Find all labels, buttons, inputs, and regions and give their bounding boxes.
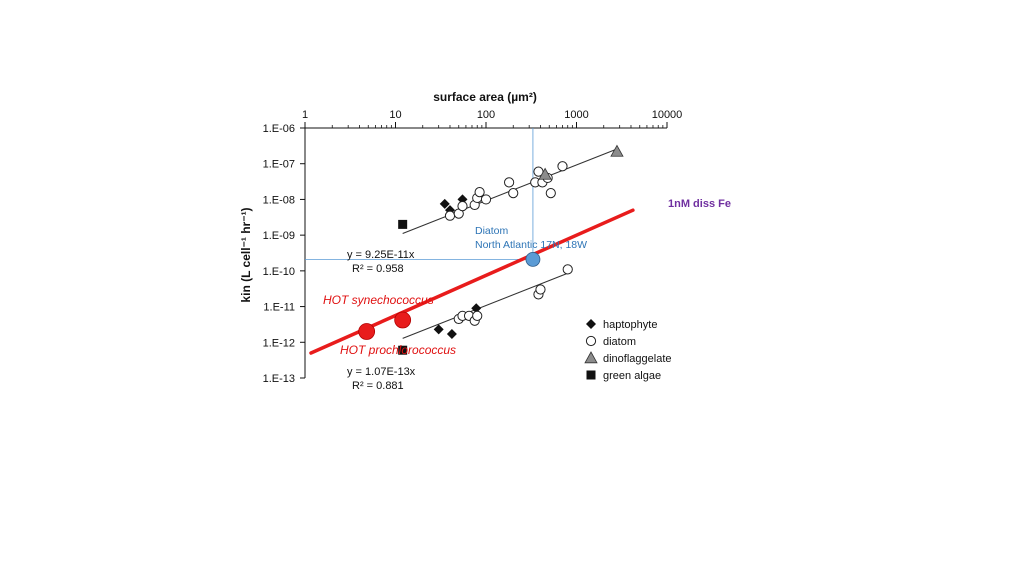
legend-marker-haptophyte	[586, 319, 596, 329]
x-tick-label: 10000	[652, 109, 683, 121]
x-tick-label: 1	[302, 109, 308, 121]
data-points	[398, 144, 624, 355]
hot-synechococcus-point	[394, 311, 412, 329]
dinoflaggelate-point	[538, 167, 552, 180]
y-tick-label: 1.E-07	[263, 159, 295, 171]
legend-label-diatom: diatom	[603, 336, 636, 348]
fit-r2-lower: R² = 0.881	[352, 380, 404, 392]
hot-synechococcus-label: HOT synechococcus	[323, 293, 434, 307]
fe-line-label: 1nM diss Fe	[668, 198, 731, 210]
y-tick-label: 1.E-09	[263, 230, 295, 242]
diatom-label-line2: North Atlantic 17N, 18W	[475, 239, 587, 251]
diatom-north-atlantic-point	[525, 251, 541, 267]
hot-prochlorococcus-point	[358, 323, 376, 340]
y-tick-label: 1.E-12	[263, 337, 295, 349]
fit-r2-upper: R² = 0.958	[352, 263, 404, 275]
y-tick-label: 1.E-06	[263, 123, 295, 135]
x-axis-title: surface area (µm²)	[433, 90, 537, 104]
legend-label-dinoflaggelate: dinoflaggelate	[603, 353, 672, 365]
x-ticks: 1 10 100 1000 10000	[302, 109, 682, 128]
diatom-point	[557, 161, 568, 172]
diatom-point	[472, 310, 483, 321]
y-ticks: 1.E-13 1.E-12 1.E-11 1.E-10 1.E-09 1.E-08 1.E-…	[263, 123, 305, 385]
fit-line-lower	[402, 272, 568, 339]
legend: haptophyte diatom dinoflaggelate green alga…	[584, 319, 672, 382]
legend-marker-diatom	[585, 335, 597, 347]
legend-label-haptophyte: haptophyte	[603, 319, 657, 331]
legend-label-green_algae: green algae	[603, 370, 661, 382]
diatom-guide-lines	[305, 128, 534, 260]
haptophyte-point	[471, 303, 482, 314]
dinoflaggelate-point	[610, 144, 624, 157]
x-tick-label: 1000	[564, 109, 588, 121]
x-tick-label: 10	[389, 109, 401, 121]
diatom-point	[474, 187, 485, 198]
legend-marker-green_algae	[586, 370, 596, 380]
diatom-point	[457, 201, 468, 212]
x-tick-label: 100	[477, 109, 495, 121]
haptophyte-point	[446, 329, 457, 340]
haptophyte-point	[433, 324, 444, 335]
diatom-point	[508, 188, 519, 199]
hot-prochlorococcus-label: HOT prochlorococcus	[340, 343, 456, 357]
y-axis-title: kin (L cell⁻¹ hr⁻¹)	[239, 207, 253, 302]
y-tick-label: 1.E-13	[263, 373, 295, 385]
diatom-point	[444, 210, 456, 221]
y-tick-label: 1.E-10	[263, 266, 295, 278]
diatom-point	[480, 194, 492, 205]
haptophyte-point	[439, 198, 450, 209]
y-tick-label: 1.E-08	[263, 194, 295, 206]
y-tick-label: 1.E-11	[263, 302, 295, 314]
diatom-point	[535, 284, 546, 295]
green_algae-point	[398, 345, 408, 355]
fit-equation-lower: y = 1.07E-13x	[347, 366, 416, 378]
diatom-point	[545, 188, 556, 199]
overlay	[309, 208, 635, 355]
green_algae-point	[398, 219, 408, 229]
fit-equation-upper: y = 9.25E-11x	[347, 249, 415, 261]
diatom-label-line1: Diatom	[475, 225, 509, 237]
diatom-point	[504, 177, 515, 188]
diatom-point	[562, 264, 573, 275]
legend-marker-dinoflaggelate	[584, 351, 598, 364]
